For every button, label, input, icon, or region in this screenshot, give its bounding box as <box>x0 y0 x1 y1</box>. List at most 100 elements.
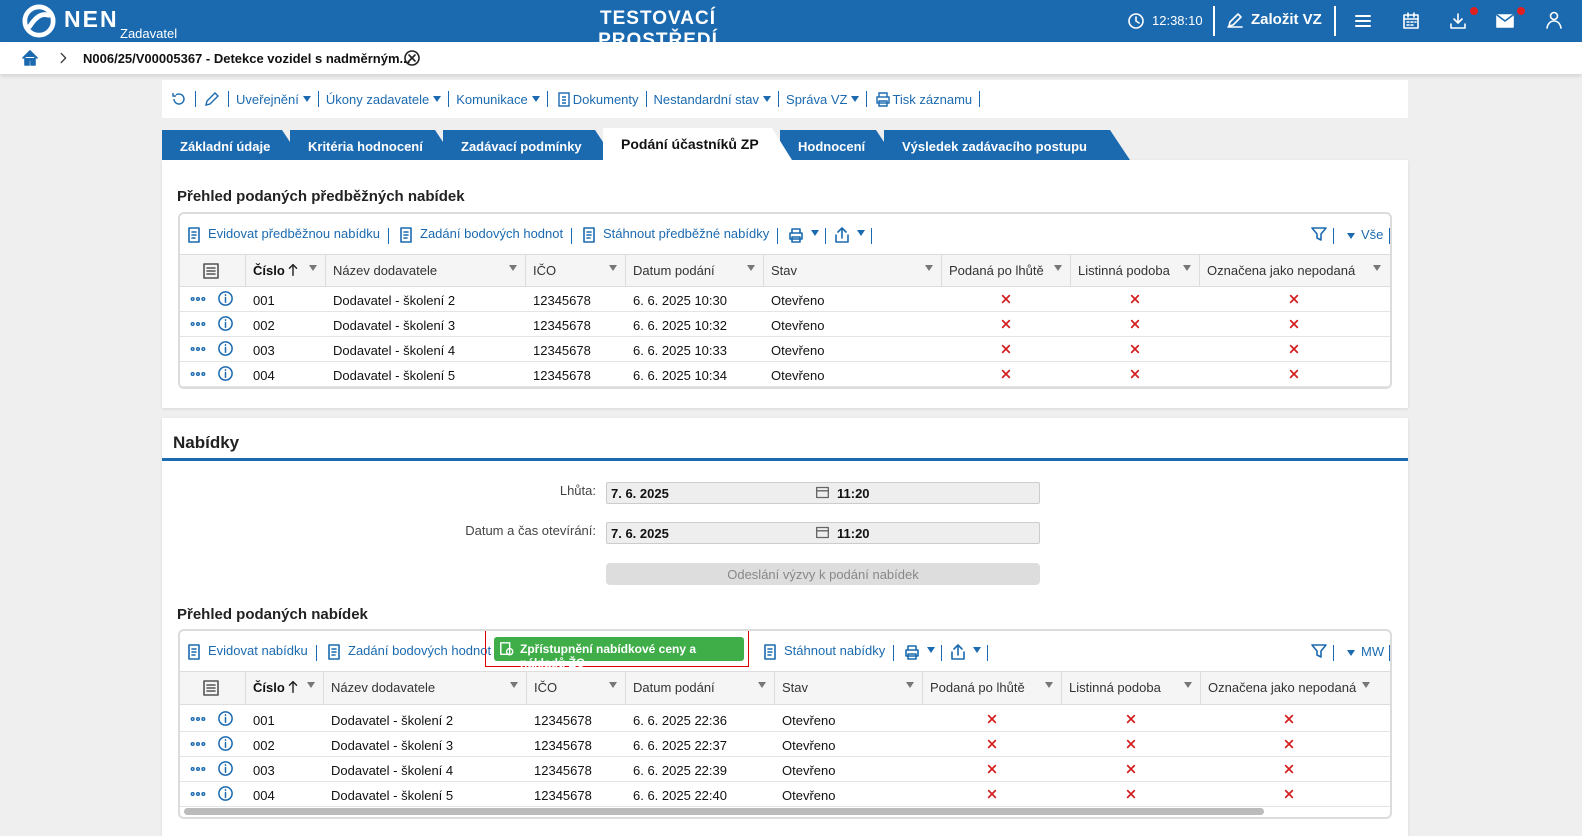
filter-icon[interactable] <box>1310 225 1328 243</box>
column-header[interactable]: Číslo <box>253 263 285 278</box>
column-filter[interactable] <box>925 265 933 271</box>
close-icon[interactable] <box>403 49 421 67</box>
print-icon[interactable] <box>903 643 921 661</box>
tab[interactable]: Podání účastníků ZP <box>603 128 792 160</box>
calendar-icon[interactable] <box>815 525 830 540</box>
toolbar-item[interactable]: Dokumenty <box>555 90 639 108</box>
column-filter[interactable] <box>309 265 317 271</box>
info-icon[interactable] <box>217 760 234 777</box>
sort-icon[interactable] <box>285 262 301 278</box>
info-icon[interactable] <box>217 785 234 802</box>
date-input[interactable] <box>606 482 1040 504</box>
column-header[interactable]: Podaná po lhůtě <box>949 263 1044 278</box>
row-menu[interactable] <box>190 291 206 307</box>
menu-icon[interactable] <box>1354 12 1372 30</box>
toolbar-item[interactable]: Komunikace <box>456 92 540 107</box>
column-filter[interactable] <box>510 682 518 688</box>
refresh-icon[interactable] <box>170 90 188 108</box>
tab[interactable]: Výsledek zadávacího postupu <box>884 130 1130 160</box>
filter-select[interactable]: MW <box>1343 644 1384 659</box>
toolbar-item[interactable]: Tisk záznamu <box>874 90 972 108</box>
action-icon[interactable] <box>186 643 204 661</box>
column-filter[interactable] <box>1184 682 1192 688</box>
info-icon[interactable] <box>217 340 234 357</box>
info-icon[interactable] <box>217 710 234 727</box>
column-header[interactable]: Stav <box>771 263 798 278</box>
action-button[interactable]: Stáhnout nabídky <box>784 643 886 658</box>
column-filter[interactable] <box>1054 265 1062 271</box>
column-header[interactable]: Číslo <box>253 680 285 695</box>
column-header[interactable]: IČO <box>534 680 558 695</box>
column-header[interactable]: Listinná podoba <box>1069 680 1161 695</box>
export-icon[interactable] <box>949 643 967 661</box>
tab[interactable]: Kritéria hodnocení <box>290 130 455 160</box>
column-header[interactable]: Název dodavatele <box>333 263 438 278</box>
tab[interactable]: Hodnocení <box>780 130 896 160</box>
column-filter[interactable] <box>307 682 315 688</box>
info-icon[interactable] <box>217 365 234 382</box>
row-menu[interactable] <box>190 786 206 802</box>
column-header[interactable]: Označena jako nepodaná <box>1207 263 1356 278</box>
action-icon[interactable] <box>581 226 599 244</box>
column-filter[interactable] <box>609 265 617 271</box>
action-icon[interactable] <box>186 226 204 244</box>
tab[interactable]: Základní údaje <box>162 130 302 160</box>
send-button[interactable]: Odeslání výzvy k podání nabídek <box>606 563 1040 585</box>
column-filter[interactable] <box>758 682 766 688</box>
column-filter[interactable] <box>906 682 914 688</box>
column-header[interactable]: Označena jako nepodaná <box>1208 680 1357 695</box>
primary-action[interactable]: Zpřístupnění nabídkové ceny a nákladů ŽC <box>494 637 744 670</box>
column-filter[interactable] <box>609 682 617 688</box>
action-icon[interactable] <box>762 643 780 661</box>
calendar-icon[interactable] <box>1402 12 1420 30</box>
sort-icon[interactable] <box>285 679 301 695</box>
tab[interactable]: Zadávací podmínky <box>443 130 615 160</box>
print-icon[interactable] <box>787 226 805 244</box>
row-menu[interactable] <box>190 341 206 357</box>
calendar-icon[interactable] <box>815 485 830 500</box>
info-icon[interactable] <box>217 735 234 752</box>
filter-select[interactable]: Vše <box>1343 227 1383 242</box>
action-button[interactable]: Zadání bodových hodnot <box>348 643 492 658</box>
row-menu[interactable] <box>190 316 206 332</box>
mail-icon[interactable] <box>1496 12 1514 30</box>
toolbar-item[interactable]: Úkony zadavatele <box>326 92 442 107</box>
settings-icon[interactable] <box>202 679 220 697</box>
row-menu[interactable] <box>190 736 206 752</box>
action-button[interactable]: Evidovat nabídku <box>208 643 308 658</box>
column-header[interactable]: IČO <box>533 263 557 278</box>
toolbar-item[interactable]: Uveřejnění <box>236 92 311 107</box>
column-filter[interactable] <box>1362 682 1370 688</box>
column-header[interactable]: Stav <box>782 680 809 695</box>
column-filter[interactable] <box>509 265 517 271</box>
column-header[interactable]: Podaná po lhůtě <box>930 680 1025 695</box>
column-header[interactable]: Název dodavatele <box>331 680 436 695</box>
settings-icon[interactable] <box>202 262 220 280</box>
action-button[interactable]: Zadání bodových hodnot <box>420 226 564 241</box>
column-filter[interactable] <box>1183 265 1191 271</box>
column-header[interactable]: Datum podání <box>633 263 715 278</box>
home-icon[interactable] <box>21 49 39 67</box>
column-filter[interactable] <box>1373 265 1381 271</box>
toolbar-item[interactable]: Správa VZ <box>786 92 860 107</box>
export-icon[interactable] <box>833 226 851 244</box>
create-button[interactable]: Založit VZ <box>1251 11 1322 28</box>
info-icon[interactable] <box>217 290 234 307</box>
info-icon[interactable] <box>217 315 234 332</box>
column-header[interactable]: Listinná podoba <box>1078 263 1170 278</box>
action-button[interactable]: Stáhnout předběžné nabídky <box>603 226 770 241</box>
edit-icon[interactable] <box>203 90 221 108</box>
row-menu[interactable] <box>190 711 206 727</box>
action-icon[interactable] <box>398 226 416 244</box>
print-icon[interactable] <box>874 90 892 108</box>
date-input[interactable] <box>606 522 1040 544</box>
row-menu[interactable] <box>190 761 206 777</box>
download-icon[interactable] <box>1449 12 1467 30</box>
column-filter[interactable] <box>1045 682 1053 688</box>
toolbar-item[interactable]: Nestandardní stav <box>654 92 772 107</box>
column-header[interactable]: Datum podání <box>633 680 715 695</box>
action-icon[interactable] <box>326 643 344 661</box>
action-button[interactable]: Evidovat předběžnou nabídku <box>208 226 381 241</box>
filter-icon[interactable] <box>1310 642 1328 660</box>
user-icon[interactable] <box>1545 11 1563 29</box>
